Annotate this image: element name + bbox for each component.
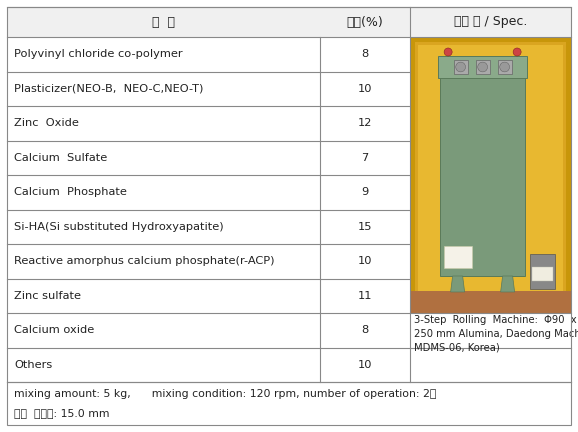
Text: 평균  점주도: 15.0 mm: 평균 점주도: 15.0 mm xyxy=(14,408,109,418)
Text: 7: 7 xyxy=(361,153,369,163)
Text: Zinc sulfate: Zinc sulfate xyxy=(14,291,81,301)
Bar xyxy=(418,45,563,305)
Text: Calcium  Phosphate: Calcium Phosphate xyxy=(14,187,127,197)
Polygon shape xyxy=(501,276,514,292)
Bar xyxy=(410,313,571,382)
Text: 10: 10 xyxy=(358,256,372,266)
Circle shape xyxy=(478,62,487,72)
Text: 9: 9 xyxy=(361,187,369,197)
Text: 3-Step  Rolling  Machine:  Φ90  x
250 mm Alumina, Daedong Machine
MDMS-06, Korea: 3-Step Rolling Machine: Φ90 x 250 mm Alu… xyxy=(414,315,578,353)
Bar xyxy=(532,267,553,281)
Text: 8: 8 xyxy=(361,325,369,335)
Text: Others: Others xyxy=(14,360,52,370)
Bar xyxy=(476,60,490,74)
Text: Calcium oxide: Calcium oxide xyxy=(14,325,94,335)
Bar xyxy=(410,291,571,313)
Bar xyxy=(7,382,571,425)
Text: 12: 12 xyxy=(358,118,372,128)
Text: Zinc  Oxide: Zinc Oxide xyxy=(14,118,79,128)
Text: Polyvinyl chloride co-polymer: Polyvinyl chloride co-polymer xyxy=(14,49,183,59)
Text: 10: 10 xyxy=(358,84,372,94)
Bar xyxy=(410,37,571,313)
Bar xyxy=(438,56,527,78)
Text: Calcium  Sulfate: Calcium Sulfate xyxy=(14,153,108,163)
Bar xyxy=(498,60,512,74)
Text: mixing amount: 5 kg,      mixing condition: 120 rpm, number of operation: 2회: mixing amount: 5 kg, mixing condition: 1… xyxy=(14,389,436,399)
Text: 함량(%): 함량(%) xyxy=(347,16,384,29)
Bar xyxy=(7,7,571,37)
Text: Reactive amorphus calcium phosphate(r-ACP): Reactive amorphus calcium phosphate(r-AC… xyxy=(14,256,275,266)
Circle shape xyxy=(513,48,521,56)
Bar xyxy=(454,60,468,74)
Polygon shape xyxy=(451,276,465,292)
Circle shape xyxy=(444,48,452,56)
Text: 8: 8 xyxy=(361,49,369,59)
Text: Si-HA(Si substituted Hydroxyapatite): Si-HA(Si substituted Hydroxyapatite) xyxy=(14,222,224,232)
Text: 11: 11 xyxy=(358,291,372,301)
Circle shape xyxy=(500,62,510,72)
Bar xyxy=(530,254,555,289)
Bar xyxy=(440,56,525,276)
Bar xyxy=(415,42,566,308)
Text: Plasticizer(NEO-B,  NEO-C,NEO-T): Plasticizer(NEO-B, NEO-C,NEO-T) xyxy=(14,84,203,94)
Bar xyxy=(444,246,472,268)
Text: 15: 15 xyxy=(358,222,372,232)
Text: 성  분: 성 분 xyxy=(152,16,175,29)
Circle shape xyxy=(455,62,465,72)
Text: 설비 명 / Spec.: 설비 명 / Spec. xyxy=(454,16,527,29)
Text: 10: 10 xyxy=(358,360,372,370)
